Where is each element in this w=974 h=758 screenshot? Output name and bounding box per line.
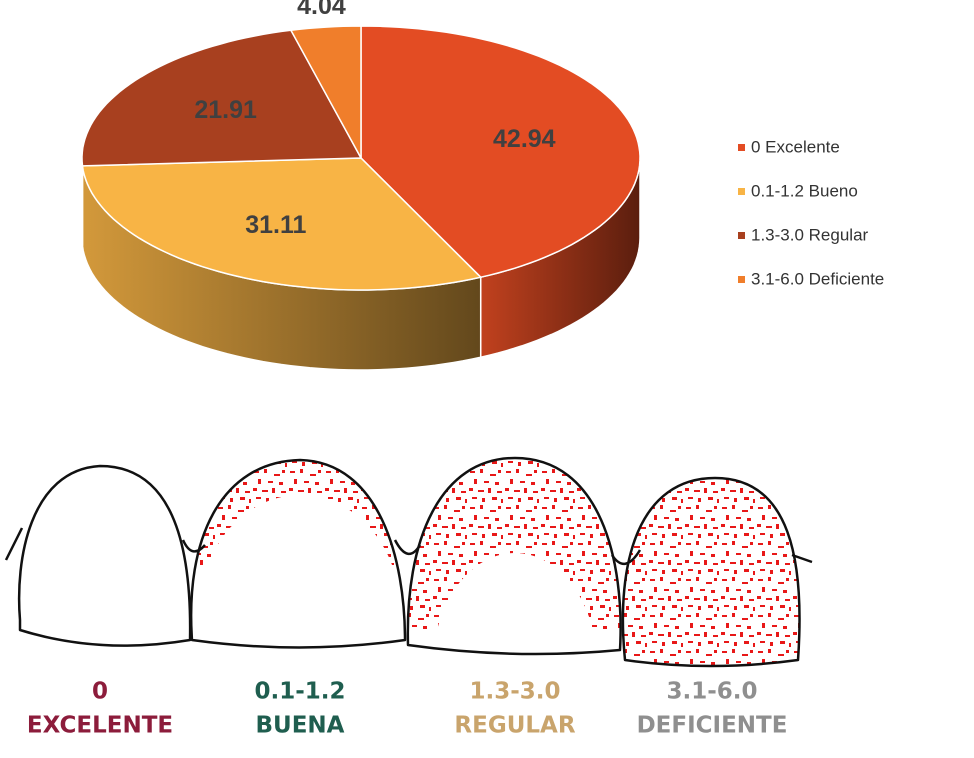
tooth-range: 1.3-3.0 (469, 679, 560, 705)
legend-label: 3.1-6.0 Deficiente (751, 269, 884, 288)
legend-marker (738, 188, 745, 195)
tooth-rating: DEFICIENTE (637, 713, 788, 739)
tooth-range: 3.1-6.0 (666, 679, 757, 705)
data-label: 21.91 (194, 96, 257, 124)
legend-marker (738, 232, 745, 239)
slice-side (81, 157, 84, 246)
tooth (406, 456, 622, 656)
plaque-deficiente (622, 478, 800, 666)
data-label: 31.11 (245, 211, 306, 239)
tooth-rating: EXCELENTE (27, 713, 173, 739)
pie-slice (360, 25, 641, 279)
legend-label: 1.3-3.0 Regular (751, 225, 869, 244)
tooth-range: 0.1-1.2 (254, 679, 345, 705)
pie-chart: 42.94 31.11 21.91 4.04 (81, 0, 641, 371)
tooth-rating: BUENA (256, 713, 345, 739)
pie-slice (81, 29, 363, 167)
pie-slice (289, 25, 362, 159)
data-label: 42.94 (493, 125, 556, 153)
tooth (17, 464, 192, 647)
tooth (189, 458, 407, 649)
pie-slice (81, 157, 483, 291)
tooth-range: 0 (92, 679, 108, 705)
tooth-rating: REGULAR (454, 713, 575, 739)
teeth-labels: 0 EXCELENTE 0.1-1.2 BUENA 1.3-3.0 REGULAR 3.1-… (27, 679, 788, 739)
legend-label: 0.1-1.2 Bueno (751, 181, 858, 200)
data-label: 4.04 (297, 0, 346, 20)
legend-label: 0 Excelente (751, 137, 840, 156)
legend: 0 Excelente 0.1-1.2 Bueno 1.3-3.0 Regular 3… (738, 137, 884, 288)
tooth (621, 476, 801, 668)
legend-marker (738, 144, 745, 151)
legend-marker (738, 276, 745, 283)
gum-line (4, 527, 813, 565)
